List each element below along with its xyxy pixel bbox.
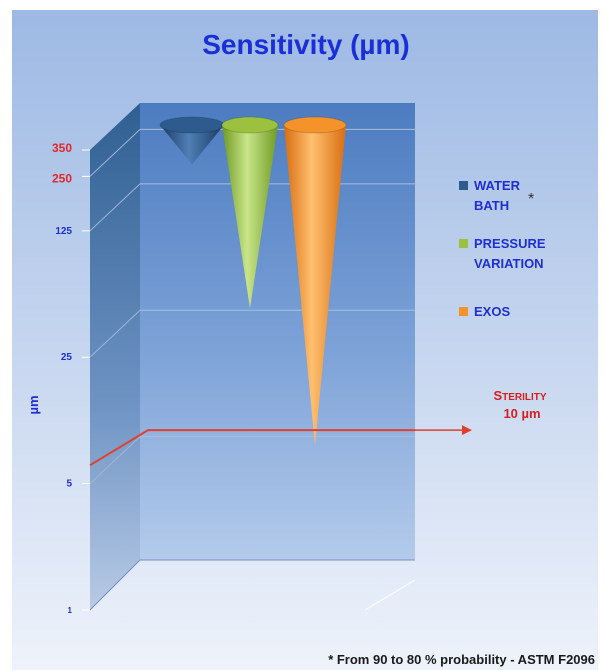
y-tick-label: 25 — [61, 352, 73, 363]
chart-title: Sensitivity (µm) — [202, 29, 410, 60]
gridline-depth — [89, 309, 141, 358]
y-tick-label: 1 — [68, 606, 73, 615]
chart-floor-front-edge — [364, 579, 416, 611]
gridline-depth — [89, 183, 141, 232]
cone-top — [283, 116, 347, 134]
y-tick-label: 250 — [52, 171, 72, 185]
cone-pressure-variation — [222, 125, 278, 309]
cones — [159, 116, 347, 446]
legend: WATER BATH * PRESSURE VARIATION EXOS — [459, 178, 546, 319]
y-tick-label: 125 — [55, 226, 72, 237]
footnote: * From 90 to 80 % probability - ASTM F20… — [328, 652, 595, 667]
chart-back-wall — [140, 103, 415, 560]
legend-label: PRESSURE — [474, 236, 546, 251]
threshold-line — [89, 429, 415, 467]
chart-side-wall — [90, 103, 140, 610]
chart-floor-edge — [89, 559, 415, 611]
cone-exos — [284, 125, 346, 446]
legend-swatch — [459, 239, 468, 248]
gridline-depth — [89, 129, 141, 177]
legend-label: EXOS — [474, 304, 510, 319]
legend-swatch — [459, 181, 468, 190]
legend-label: WATER — [474, 178, 521, 193]
y-tick-label: 5 — [66, 479, 72, 490]
legend-swatch — [459, 307, 468, 316]
cone-top — [221, 116, 279, 134]
cone-top — [159, 116, 225, 134]
legend-asterisk: * — [528, 191, 534, 208]
y-tick-label: 350 — [52, 141, 72, 155]
legend-label: BATH — [474, 198, 509, 213]
threshold-arrowhead — [462, 425, 472, 436]
gridlines — [89, 128, 415, 484]
gridline-depth — [89, 436, 141, 484]
threshold-label: STERILITY — [493, 388, 546, 403]
y-axis-label: µm — [26, 395, 41, 414]
cone-water-bath — [160, 125, 224, 165]
y-ticks: 350 250 125 25 5 1 — [52, 141, 90, 615]
sterility-threshold: STERILITY 10 µm — [89, 388, 547, 467]
threshold-value: 10 µm — [503, 406, 540, 421]
legend-label: VARIATION — [474, 256, 544, 271]
